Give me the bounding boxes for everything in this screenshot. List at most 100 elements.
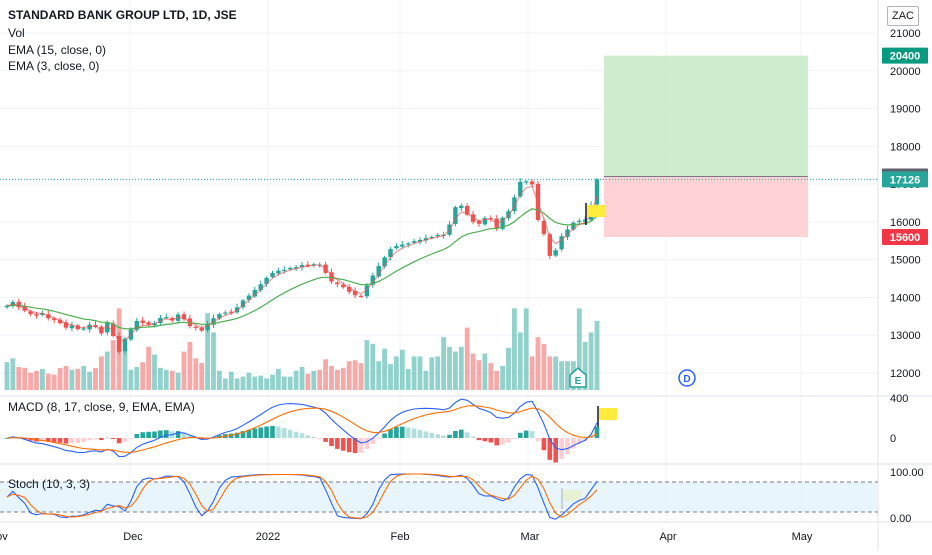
candle-body xyxy=(559,236,564,250)
macd-histogram-bar xyxy=(217,435,222,438)
price-tick-label[interactable]: 16000 xyxy=(890,217,921,229)
volume-bar xyxy=(293,370,299,390)
price-tick-label[interactable]: 13000 xyxy=(890,330,921,342)
volume-bar xyxy=(228,371,234,390)
candle-body xyxy=(364,285,370,297)
candle-body xyxy=(116,335,122,352)
macd-pane[interactable] xyxy=(4,398,600,463)
macd-histogram-bar xyxy=(317,438,322,439)
time-tick-label[interactable]: Nov xyxy=(0,531,8,543)
volume-bar xyxy=(128,369,134,390)
macd-histogram-bar xyxy=(417,429,423,438)
candle-body xyxy=(164,317,169,319)
volume-bar xyxy=(99,356,104,390)
price-badge xyxy=(882,47,928,64)
stoch-band xyxy=(0,482,878,512)
candle-body xyxy=(57,319,63,324)
time-tick-label[interactable]: Feb xyxy=(391,531,410,543)
macd-histogram-bar xyxy=(364,438,370,450)
candle-body xyxy=(352,290,358,296)
volume-bar xyxy=(335,369,340,390)
volume-bar xyxy=(63,366,69,390)
macd-histogram-bar xyxy=(470,436,476,438)
stoch-pane[interactable] xyxy=(0,473,878,520)
candle-body xyxy=(205,323,210,331)
volume-bar xyxy=(352,360,358,390)
macd-tick-label: 0 xyxy=(890,433,896,445)
candle-body xyxy=(81,328,86,330)
time-tick-label[interactable]: 2022 xyxy=(256,531,280,543)
time-tick-label[interactable]: May xyxy=(792,531,813,543)
legend-stoch[interactable]: Stoch (10, 3, 3) xyxy=(8,477,91,491)
volume-bar xyxy=(517,332,523,390)
price-badge xyxy=(882,171,928,188)
macd-histogram-bar xyxy=(335,438,340,449)
time-tick-label[interactable]: Apr xyxy=(659,531,676,543)
currency-button[interactable]: ZAC xyxy=(887,6,919,26)
price-tick-label[interactable]: 15000 xyxy=(890,255,921,267)
candle-body xyxy=(282,269,287,272)
candle-body xyxy=(394,246,399,249)
volume-bar xyxy=(329,366,334,390)
macd-histogram-bar xyxy=(482,438,488,442)
macd-histogram-bar xyxy=(459,429,464,438)
ema-fast-line xyxy=(6,185,598,343)
candle-body xyxy=(547,234,552,256)
dividend-marker xyxy=(678,369,696,387)
macd-tick-label: 400 xyxy=(890,393,908,405)
volume-bar xyxy=(264,378,269,390)
legend-volume[interactable]: Vol xyxy=(8,26,25,40)
macd-histogram-bar xyxy=(400,426,405,438)
price-axis[interactable]: 1200013000140001500016000170001800019000… xyxy=(882,28,928,525)
price-tick-label[interactable]: 20000 xyxy=(890,66,921,78)
macd-histogram-bar xyxy=(81,438,86,443)
legend-ema-fast[interactable]: EMA (3, close, 0) xyxy=(8,59,100,73)
volume-bar xyxy=(134,366,140,390)
macd-histogram-bar xyxy=(358,438,364,453)
macd-histogram-bar xyxy=(246,429,252,438)
macd-histogram-bar xyxy=(287,429,293,438)
candle-body xyxy=(69,325,75,329)
volume-bar xyxy=(423,370,429,390)
macd-histogram-bar xyxy=(441,435,446,438)
candle-body xyxy=(240,300,246,308)
price-tick-label[interactable]: 12000 xyxy=(890,368,921,380)
macd-histogram-bar xyxy=(582,438,588,441)
candle-body xyxy=(217,314,222,319)
volume-bar xyxy=(34,370,39,390)
price-tick-label[interactable]: 21000 xyxy=(890,28,921,40)
candle-body xyxy=(246,295,252,300)
volume-bar xyxy=(181,351,187,390)
time-tick-label[interactable]: Dec xyxy=(123,531,143,543)
stoch-tick-label: 0.00 xyxy=(890,513,911,525)
price-tick-label[interactable]: 14000 xyxy=(890,292,921,304)
volume-bar xyxy=(576,308,582,390)
candle-body xyxy=(476,220,482,224)
price-tick-label[interactable]: 18000 xyxy=(890,141,921,153)
time-tick-label[interactable]: Mar xyxy=(521,531,540,543)
candle-body xyxy=(583,219,588,222)
legend-title[interactable]: STANDARD BANK GROUP LTD, 1D, JSE xyxy=(8,8,237,22)
volume-bar xyxy=(470,353,476,390)
macd-histogram-bar xyxy=(541,438,547,451)
price-tick-label[interactable]: 19000 xyxy=(890,104,921,116)
candle-body xyxy=(87,324,92,330)
macd-histogram-bar xyxy=(134,433,140,438)
macd-histogram-bar xyxy=(506,438,511,443)
time-axis[interactable]: Nov Dec 2022 Feb Mar Apr May xyxy=(0,531,813,543)
macd-histogram-bar xyxy=(75,438,81,443)
legend-ema-slow[interactable]: EMA (15, close, 0) xyxy=(8,43,107,57)
candle-body xyxy=(465,205,470,215)
volume-bar xyxy=(28,372,33,390)
volume-bar xyxy=(411,356,417,390)
volume-bar xyxy=(57,367,63,390)
legend-macd[interactable]: MACD (8, 17, close, 9, EMA, EMA) xyxy=(8,400,195,414)
candle-body xyxy=(565,229,570,237)
macd-histogram-bar xyxy=(164,430,169,438)
volume-bar xyxy=(75,368,81,390)
volume-bar xyxy=(523,308,529,390)
volume-bar xyxy=(193,358,199,390)
